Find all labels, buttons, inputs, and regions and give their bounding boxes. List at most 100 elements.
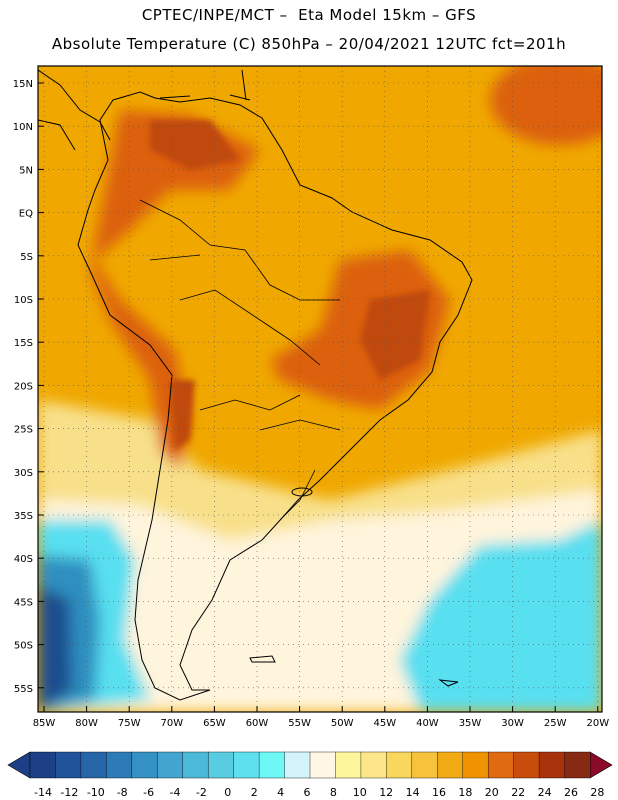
lagoon <box>291 487 313 497</box>
longitude-label: 85W <box>33 718 56 729</box>
colorbar-label: 14 <box>406 786 420 799</box>
colorbar: -14 -12 -10 -8 -6 -4 -2 0 2 4 6 8 10 12 14 16 18 20 22 24 26… <box>7 751 613 799</box>
colorbar-label: 20 <box>485 786 499 799</box>
cold-region-southeast <box>400 520 602 712</box>
colorbar-swatch <box>55 751 82 779</box>
caribbean-islands <box>159 69 251 101</box>
colorbar-swatches <box>29 751 591 779</box>
colorbar-label: -6 <box>143 786 154 799</box>
longitude-label: 30W <box>501 718 524 729</box>
latitude-label: 30S <box>14 468 33 479</box>
colorbar-label: 6 <box>304 786 311 799</box>
longitude-label: 35W <box>459 718 482 729</box>
colorbar-label: 24 <box>538 786 552 799</box>
colorbar-swatch <box>284 751 311 779</box>
longitude-label: 65W <box>203 718 226 729</box>
colorbar-label: 28 <box>590 786 604 799</box>
colorbar-swatch <box>80 751 107 779</box>
colorbar-swatch <box>386 751 413 779</box>
latitude-label: 15N <box>13 79 33 90</box>
colorbar-swatch <box>335 751 362 779</box>
falkland-islands <box>249 655 276 663</box>
colorbar-label: 18 <box>458 786 472 799</box>
colorbar-label: 22 <box>511 786 525 799</box>
latitude-label: 45S <box>14 597 33 608</box>
coldest-region <box>38 585 72 712</box>
colorbar-swatch <box>462 751 489 779</box>
colorbar-swatch <box>360 751 387 779</box>
central-america-coastline <box>38 69 111 151</box>
colorbar-labels: -14 -12 -10 -8 -6 -4 -2 0 2 4 6 8 10 12 14 16 18 20 22 24 26… <box>34 786 604 799</box>
colorbar-label: 8 <box>330 786 337 799</box>
colorbar-swatch <box>106 751 133 779</box>
colorbar-label: 0 <box>224 786 231 799</box>
longitude-label: 45W <box>373 718 396 729</box>
country-borders <box>139 199 341 521</box>
longitude-labels: 85W 80W 75W 70W 65W 60W 55W 50W 45W 40W 35W 30W 25W 2… <box>33 706 609 729</box>
very-hot-patch-andes <box>170 380 195 450</box>
longitude-label: 20W <box>586 718 609 729</box>
colorbar-swatch <box>182 751 209 779</box>
colorbar-swatch <box>29 751 56 779</box>
colorbar-high-arrow <box>589 751 613 779</box>
hot-region-andes <box>90 110 260 470</box>
plot-frame <box>37 65 603 713</box>
very-hot-patch-venezuela <box>150 120 240 170</box>
latitude-label: 20S <box>14 381 33 392</box>
colorbar-swatch <box>411 751 438 779</box>
longitude-label: 50W <box>331 718 354 729</box>
temperature-field <box>38 66 602 712</box>
colorbar-label: -2 <box>196 786 207 799</box>
colorbar-label: 12 <box>379 786 393 799</box>
latitude-label: 5S <box>20 252 33 263</box>
latitude-label: 5N <box>19 165 33 176</box>
colorbar-swatch <box>131 751 158 779</box>
latitude-label: 55S <box>14 684 33 695</box>
latitude-label: 50S <box>14 641 33 652</box>
colorbar-label: -4 <box>170 786 181 799</box>
latitude-label: 10S <box>14 295 33 306</box>
colorbar-swatch <box>157 751 184 779</box>
colorbar-label: 26 <box>564 786 578 799</box>
very-hot-patch-brazil <box>360 290 430 380</box>
longitude-label: 55W <box>288 718 311 729</box>
longitude-label: 25W <box>544 718 567 729</box>
latitude-label: 15S <box>14 338 33 349</box>
longitude-label: 80W <box>75 718 98 729</box>
chart-title-line-2: Absolute Temperature (C) 850hPa – 20/04/… <box>51 35 567 53</box>
colorbar-label: -12 <box>60 786 78 799</box>
south-georgia <box>438 679 459 687</box>
latitude-label: EQ <box>19 209 33 220</box>
northeast-warm-ocean <box>490 66 602 145</box>
lat-lon-gridlines <box>38 66 602 712</box>
longitude-label: 40W <box>416 718 439 729</box>
hot-region-brazil-highlands <box>270 250 450 410</box>
latitude-labels: 15N 10N 5N EQ 5S 10S 15S 20S 25S 30S 35S 40S 45S 50S 5… <box>13 79 44 695</box>
latitude-label: 10N <box>13 122 33 133</box>
colorbar-low-arrow <box>7 751 31 779</box>
colorbar-swatch <box>487 751 515 779</box>
colorbar-label: 16 <box>432 786 446 799</box>
colorbar-label: -14 <box>34 786 52 799</box>
colorbar-swatch <box>233 751 260 779</box>
longitude-label: 75W <box>118 718 141 729</box>
latitude-label: 35S <box>14 511 33 522</box>
colorbar-label: -10 <box>87 786 105 799</box>
colorbar-swatch <box>538 751 566 779</box>
colorbar-swatch <box>513 751 540 779</box>
colorbar-swatch <box>564 751 591 779</box>
latitude-label: 40S <box>14 554 33 565</box>
colorbar-swatch <box>207 751 235 779</box>
longitude-label: 60W <box>246 718 269 729</box>
south-america-coastline <box>77 91 473 701</box>
colorbar-swatch <box>437 751 464 779</box>
colorbar-label: -8 <box>117 786 128 799</box>
colorbar-label: 2 <box>251 786 258 799</box>
colorbar-swatch <box>309 751 336 779</box>
colorbar-swatch <box>258 751 286 779</box>
latitude-label: 25S <box>14 425 33 436</box>
colorbar-label: 10 <box>353 786 367 799</box>
chart-title-line-1: CPTEC/INPE/MCT – Eta Model 15km – GFS <box>141 6 477 24</box>
colorbar-label: 4 <box>277 786 284 799</box>
